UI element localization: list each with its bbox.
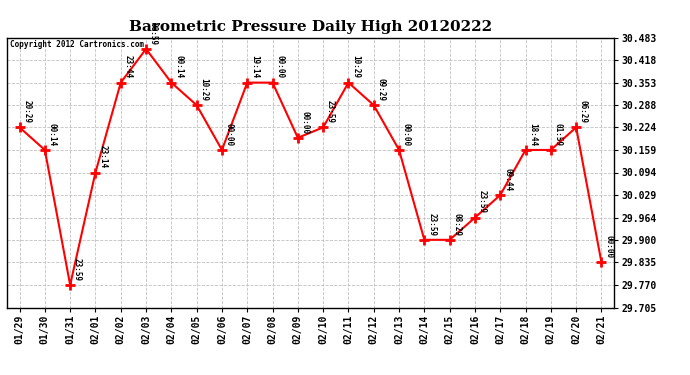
Text: 00:00: 00:00 — [402, 123, 411, 146]
Text: 08:59: 08:59 — [149, 22, 158, 45]
Text: 09:29: 09:29 — [377, 78, 386, 101]
Text: 23:59: 23:59 — [73, 258, 82, 281]
Text: 23:59: 23:59 — [477, 190, 486, 213]
Text: 20:29: 20:29 — [22, 100, 31, 123]
Text: 08:29: 08:29 — [453, 213, 462, 236]
Text: 10:29: 10:29 — [199, 78, 208, 101]
Text: 00:00: 00:00 — [604, 235, 613, 258]
Text: 01:59: 01:59 — [553, 123, 562, 146]
Text: 00:14: 00:14 — [174, 56, 183, 78]
Text: 00:00: 00:00 — [225, 123, 234, 146]
Text: 18:44: 18:44 — [529, 123, 538, 146]
Text: 23:59: 23:59 — [326, 100, 335, 123]
Title: Barometric Pressure Daily High 20120222: Barometric Pressure Daily High 20120222 — [129, 20, 492, 33]
Text: 00:00: 00:00 — [275, 56, 284, 78]
Text: 23:44: 23:44 — [124, 56, 132, 78]
Text: Copyright 2012 Cartronics.com: Copyright 2012 Cartronics.com — [10, 40, 144, 49]
Text: 19:14: 19:14 — [250, 56, 259, 78]
Text: 10:29: 10:29 — [351, 56, 360, 78]
Text: 00:00: 00:00 — [301, 111, 310, 134]
Text: 00:14: 00:14 — [48, 123, 57, 146]
Text: 23:14: 23:14 — [98, 145, 107, 168]
Text: 09:44: 09:44 — [503, 168, 512, 191]
Text: 06:29: 06:29 — [579, 100, 588, 123]
Text: 23:59: 23:59 — [427, 213, 436, 236]
